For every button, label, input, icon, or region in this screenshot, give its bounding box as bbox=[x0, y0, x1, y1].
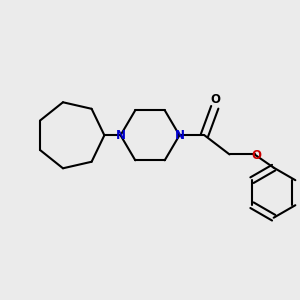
Text: N: N bbox=[116, 129, 126, 142]
Text: O: O bbox=[210, 93, 220, 106]
Text: O: O bbox=[251, 149, 261, 162]
Text: N: N bbox=[174, 129, 184, 142]
